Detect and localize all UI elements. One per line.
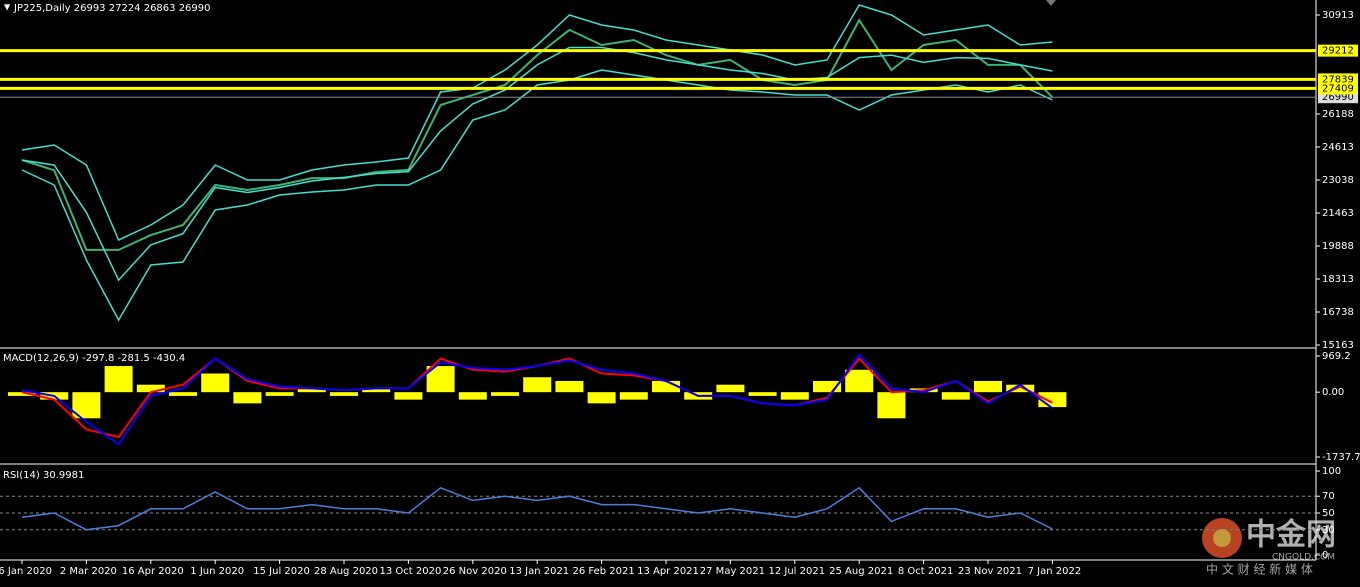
level-label: 29212 xyxy=(1322,46,1354,57)
level-box xyxy=(1318,44,1358,57)
histogram-bar xyxy=(362,388,391,393)
histogram-bar xyxy=(877,392,906,419)
y-tick-label: 50 xyxy=(1322,508,1335,519)
x-tick-label: 26 Nov 2020 xyxy=(443,566,507,577)
watermark: 中金网 CNGOLD.COM 中 文 财 经 新 媒 体 xyxy=(1202,518,1336,577)
series-line xyxy=(21,353,1053,446)
histogram-bar xyxy=(1006,384,1035,393)
y-tick-label: 19888 xyxy=(1322,241,1354,252)
histogram-bar xyxy=(201,373,230,393)
y-tick-label: 24613 xyxy=(1322,142,1354,153)
y-tick-label: -1737.7 xyxy=(1322,452,1360,463)
histogram-bar xyxy=(491,392,519,396)
y-tick-label: 30913 xyxy=(1322,10,1354,21)
x-tick-label: 25 Aug 2021 xyxy=(829,566,893,577)
series-line xyxy=(21,46,1053,282)
y-tick-label: 0.00 xyxy=(1322,387,1344,398)
series-line xyxy=(21,486,1053,531)
dropdown-icon: ▼ xyxy=(4,3,11,12)
watermark-brand: 中金网 xyxy=(1246,518,1336,553)
x-tick-label: 2 Mar 2020 xyxy=(60,566,117,577)
scroll-marker xyxy=(1046,0,1056,6)
histogram-bar xyxy=(845,369,874,393)
histogram-bar xyxy=(780,392,809,400)
y-tick-label: 18313 xyxy=(1322,274,1354,285)
series-line xyxy=(21,69,1053,322)
y-tick-label: 23038 xyxy=(1322,175,1354,186)
x-tick-label: 23 Nov 2021 xyxy=(958,566,1022,577)
histogram-bar xyxy=(652,380,680,393)
histogram-bar xyxy=(523,377,552,393)
x-tick-label: 15 Jul 2020 xyxy=(253,566,310,577)
rsi-title: RSI(14) 30.9981 xyxy=(3,470,84,481)
y-tick-label: 100 xyxy=(1322,466,1341,477)
level-label: 27409 xyxy=(1322,83,1354,94)
histogram-bar xyxy=(748,392,777,396)
watermark-slogan: 中 文 财 经 新 媒 体 xyxy=(1206,562,1313,577)
histogram-bar xyxy=(265,392,294,396)
level-box xyxy=(1318,82,1358,95)
logo xyxy=(1213,529,1231,547)
histogram-bar xyxy=(330,392,358,396)
chart-title: JP225,Daily 26993 27224 26863 26990 xyxy=(13,3,211,14)
histogram-bar xyxy=(555,380,584,393)
x-tick-label: 16 Apr 2020 xyxy=(122,566,184,577)
y-tick-label: 21463 xyxy=(1322,208,1354,219)
histogram-bar xyxy=(169,392,197,396)
x-tick-label: 16 Jan 2020 xyxy=(0,566,52,577)
y-tick-label: 969.2 xyxy=(1322,351,1351,362)
x-tick-label: 8 Oct 2021 xyxy=(898,566,953,577)
histogram-bar xyxy=(8,392,36,396)
level-label: 27839 xyxy=(1322,74,1354,85)
x-tick-label: 13 Oct 2020 xyxy=(379,566,441,577)
y-tick-label: 15163 xyxy=(1322,340,1354,351)
level-box xyxy=(1318,73,1358,86)
histogram-bar xyxy=(716,384,745,393)
histogram-bar xyxy=(233,392,262,404)
y-tick-label: 26188 xyxy=(1322,109,1354,120)
last-price-label: 26990 xyxy=(1322,92,1354,103)
histogram-bar xyxy=(136,384,165,393)
histogram-bar xyxy=(813,380,841,393)
x-tick-label: 13 Apr 2021 xyxy=(637,566,699,577)
series-line xyxy=(21,4,1053,242)
histogram-bar xyxy=(394,392,423,400)
histogram-bar xyxy=(1038,392,1067,408)
x-tick-label: 7 Jan 2022 xyxy=(1028,566,1082,577)
x-tick-label: 27 May 2021 xyxy=(700,566,765,577)
histogram-bar xyxy=(297,388,326,393)
y-tick-label: 0 xyxy=(1322,550,1328,561)
histogram-bar xyxy=(941,392,970,400)
histogram-bar xyxy=(619,392,648,400)
y-tick-label: 16738 xyxy=(1322,307,1354,318)
x-tick-label: 13 Jan 2021 xyxy=(509,566,569,577)
watermark-site: CNGOLD.COM xyxy=(1272,553,1335,563)
series-line xyxy=(21,18,1054,251)
histogram-bar xyxy=(104,366,133,393)
x-tick-label: 12 Jul 2021 xyxy=(768,566,825,577)
x-tick-label: 1 Jun 2020 xyxy=(190,566,244,577)
y-tick-label: 70 xyxy=(1322,491,1335,502)
x-tick-label: 26 Feb 2021 xyxy=(572,566,634,577)
histogram-bar xyxy=(974,380,1002,393)
macd-title: MACD(12,26,9) -297.8 -281.5 -430.4 xyxy=(3,353,185,364)
y-tick-label: 30 xyxy=(1322,525,1335,536)
x-tick-label: 28 Aug 2020 xyxy=(314,566,378,577)
histogram-bar xyxy=(587,392,616,404)
histogram-bar xyxy=(458,392,487,400)
